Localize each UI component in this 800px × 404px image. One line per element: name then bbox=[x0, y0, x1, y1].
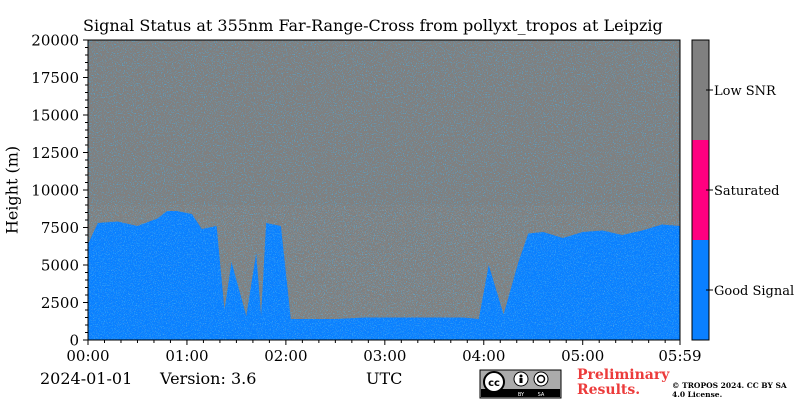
svg-text:BY: BY bbox=[518, 392, 525, 398]
y-tick-label: 2500 bbox=[41, 294, 79, 312]
colorbar-segment bbox=[692, 240, 709, 340]
x-tick-label: 05:00 bbox=[561, 347, 604, 365]
x-tick-label: 02:00 bbox=[264, 347, 307, 365]
colorbar-label: Low SNR bbox=[714, 84, 777, 99]
chart-title: Signal Status at 355nm Far-Range-Cross f… bbox=[83, 16, 663, 35]
y-tick-label: 15000 bbox=[31, 107, 79, 125]
svg-text:SA: SA bbox=[538, 392, 545, 398]
y-tick-label: 20000 bbox=[31, 32, 79, 50]
colorbar-frame bbox=[691, 39, 710, 341]
colorbar-label: Good Signal bbox=[714, 284, 794, 299]
colorbar-label: Saturated bbox=[714, 184, 779, 199]
x-tick-label: 00:00 bbox=[66, 347, 109, 365]
x-tick-label: 01:00 bbox=[165, 347, 208, 365]
y-tick-label: 7500 bbox=[41, 219, 79, 237]
preliminary-results-note: Preliminary Results. bbox=[577, 367, 670, 398]
cc-by-sa-badge: cc BY SA bbox=[479, 369, 562, 399]
colorbar: Good Signal Saturated Low SNR bbox=[691, 39, 794, 341]
y-tick-label: 12500 bbox=[31, 144, 79, 162]
y-tick-label: 0 bbox=[69, 332, 79, 350]
y-tick-label: 10000 bbox=[31, 182, 79, 200]
x-tick-label: 03:00 bbox=[363, 347, 406, 365]
low-snr-speckle-layer bbox=[88, 205, 680, 340]
x-axis-label: UTC bbox=[366, 369, 403, 388]
y-tick-label: 17500 bbox=[31, 69, 79, 87]
version-label: Version: 3.6 bbox=[160, 369, 257, 388]
x-tick-label: 05:59 bbox=[658, 347, 701, 365]
copyright-note: © TROPOS 2024. CC BY SA 4.0 License. bbox=[672, 381, 787, 399]
y-axis-label: Height (m) bbox=[2, 145, 22, 235]
svg-text:cc: cc bbox=[488, 378, 500, 389]
y-tick-label: 5000 bbox=[41, 257, 79, 275]
date-label: 2024-01-01 bbox=[40, 369, 133, 388]
plot-area bbox=[88, 40, 680, 340]
colorbar-segment bbox=[692, 140, 709, 240]
x-tick-label: 04:00 bbox=[462, 347, 505, 365]
colorbar-segment bbox=[692, 40, 709, 140]
axes: 0 2500 5000 7500 10000 12500 15000 17500 20000 00… bbox=[31, 32, 701, 366]
